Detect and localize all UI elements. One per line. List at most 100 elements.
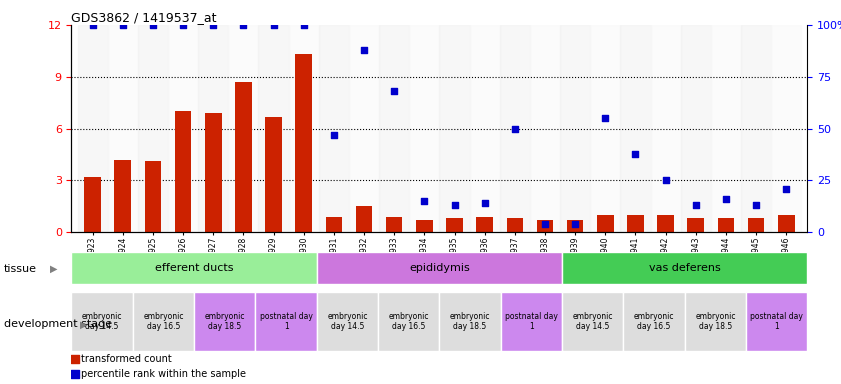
Bar: [145, 161, 161, 232]
Point: [267, 22, 280, 28]
Bar: [228, 25, 258, 232]
Point: [478, 200, 491, 206]
Bar: [500, 25, 530, 232]
Bar: [439, 25, 469, 232]
Bar: [379, 25, 410, 232]
Bar: [325, 217, 342, 232]
Text: tissue: tissue: [4, 264, 37, 274]
Bar: [416, 220, 432, 232]
Bar: [687, 218, 704, 232]
Point: [68, 371, 82, 377]
Bar: [623, 292, 685, 351]
Point: [177, 22, 190, 28]
Bar: [469, 25, 500, 232]
Bar: [621, 25, 651, 232]
Bar: [349, 25, 379, 232]
Bar: [410, 25, 439, 232]
Bar: [651, 25, 680, 232]
Text: embryonic
day 14.5: embryonic day 14.5: [573, 312, 613, 331]
Point: [297, 22, 310, 28]
Bar: [265, 117, 282, 232]
Point: [599, 115, 612, 121]
Point: [508, 126, 521, 132]
Bar: [537, 220, 553, 232]
Text: ▶: ▶: [50, 264, 58, 274]
Point: [689, 202, 702, 209]
Bar: [567, 220, 584, 232]
Bar: [258, 25, 288, 232]
Bar: [476, 217, 493, 232]
Bar: [627, 215, 643, 232]
Text: efferent ducts: efferent ducts: [155, 263, 234, 273]
Point: [780, 186, 793, 192]
Bar: [356, 207, 373, 232]
Bar: [319, 25, 349, 232]
Point: [327, 132, 341, 138]
Text: embryonic
day 14.5: embryonic day 14.5: [82, 312, 123, 331]
Bar: [447, 218, 463, 232]
Text: transformed count: transformed count: [81, 354, 172, 364]
Text: embryonic
day 16.5: embryonic day 16.5: [389, 312, 429, 331]
Bar: [530, 25, 560, 232]
Bar: [194, 292, 256, 351]
Bar: [711, 25, 741, 232]
Bar: [256, 292, 317, 351]
Bar: [133, 292, 194, 351]
Point: [569, 221, 582, 227]
Bar: [235, 82, 251, 232]
Point: [116, 22, 130, 28]
Text: embryonic
day 16.5: embryonic day 16.5: [143, 312, 183, 331]
Bar: [597, 215, 614, 232]
Bar: [108, 25, 138, 232]
Bar: [288, 25, 319, 232]
Point: [357, 47, 371, 53]
Bar: [77, 25, 108, 232]
Bar: [560, 25, 590, 232]
Bar: [198, 25, 228, 232]
Point: [236, 22, 250, 28]
Point: [146, 22, 160, 28]
Text: embryonic
day 18.5: embryonic day 18.5: [204, 312, 245, 331]
Point: [719, 196, 733, 202]
Bar: [439, 292, 500, 351]
Text: embryonic
day 16.5: embryonic day 16.5: [634, 312, 674, 331]
Bar: [746, 292, 807, 351]
Bar: [138, 25, 168, 232]
Bar: [741, 25, 771, 232]
Text: development stage: development stage: [4, 319, 113, 329]
Text: GDS3862 / 1419537_at: GDS3862 / 1419537_at: [71, 11, 217, 24]
Text: postnatal day
1: postnatal day 1: [505, 312, 558, 331]
Text: epididymis: epididymis: [409, 263, 470, 273]
Bar: [71, 252, 317, 284]
Bar: [295, 54, 312, 232]
Text: vas deferens: vas deferens: [649, 263, 721, 273]
Bar: [114, 160, 131, 232]
Point: [659, 177, 672, 184]
Bar: [717, 218, 734, 232]
Bar: [506, 218, 523, 232]
Bar: [658, 215, 674, 232]
Point: [538, 221, 552, 227]
Bar: [71, 292, 133, 351]
Point: [388, 88, 401, 94]
Bar: [680, 25, 711, 232]
Text: postnatal day
1: postnatal day 1: [260, 312, 313, 331]
Bar: [778, 215, 795, 232]
Point: [749, 202, 763, 209]
Bar: [378, 292, 439, 351]
Bar: [748, 218, 764, 232]
Text: embryonic
day 14.5: embryonic day 14.5: [327, 312, 368, 331]
Bar: [562, 292, 623, 351]
Bar: [685, 292, 746, 351]
Point: [86, 22, 99, 28]
Bar: [168, 25, 198, 232]
Bar: [317, 252, 562, 284]
Bar: [562, 252, 807, 284]
Point: [68, 356, 82, 362]
Bar: [386, 217, 403, 232]
Bar: [84, 177, 101, 232]
Bar: [205, 113, 221, 232]
Text: postnatal day
1: postnatal day 1: [750, 312, 803, 331]
Bar: [590, 25, 621, 232]
Point: [418, 198, 431, 204]
